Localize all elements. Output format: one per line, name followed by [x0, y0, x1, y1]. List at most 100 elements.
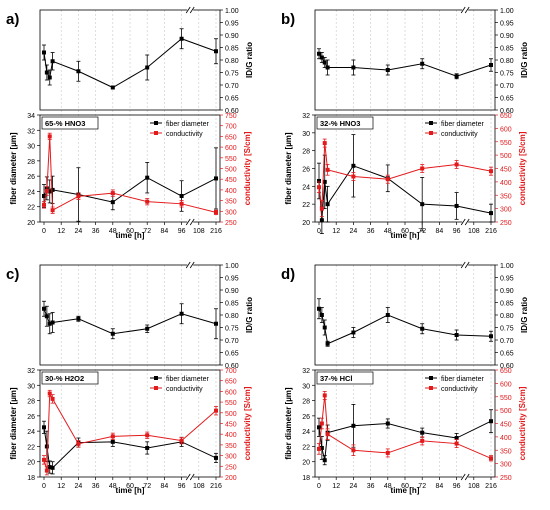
tick-label: 18	[302, 475, 310, 482]
data-point	[325, 202, 330, 207]
tick-label: 28	[27, 159, 35, 166]
tick-label: 750	[225, 113, 237, 120]
data-point	[110, 434, 115, 439]
axis-break	[464, 6, 470, 14]
tick-label: 0	[42, 228, 46, 235]
right-y-axis-label: conductivity [S/cm]	[243, 386, 252, 460]
tick-label: 250	[500, 475, 512, 482]
data-point	[385, 313, 390, 317]
data-point	[214, 408, 218, 413]
data-point	[47, 465, 52, 470]
data-point	[44, 188, 49, 193]
tick-label: 36	[367, 483, 375, 490]
data-point	[110, 331, 115, 336]
axis-break-mask	[187, 219, 194, 225]
data-point	[385, 68, 390, 72]
tick-label: 20	[27, 220, 35, 227]
tick-label: 400	[225, 432, 237, 439]
tick-label: 550	[225, 156, 237, 163]
tick-label: 650	[225, 134, 237, 141]
data-point	[145, 445, 150, 450]
data-point	[50, 187, 55, 192]
tick-label: 30	[302, 131, 310, 138]
tick-label: 0.80	[500, 58, 514, 65]
axis-break-mask	[462, 262, 469, 268]
tick-label: 48	[384, 228, 392, 235]
tick-label: 650	[225, 379, 237, 386]
data-point	[110, 191, 115, 196]
data-point	[351, 423, 356, 428]
tick-label: 96	[453, 483, 461, 490]
tick-label: 24	[302, 429, 310, 436]
tick-label: 350	[225, 443, 237, 450]
tick-label: 600	[225, 389, 237, 396]
condition-label: 32-% HNO3	[320, 119, 360, 128]
chart-panel: b) 0.60 0.65 0.70 0.75 0.80 0.85 0.90 0.95 1.00 ID…	[281, 6, 529, 240]
axis-break	[464, 218, 470, 226]
tick-label: 24	[350, 228, 358, 235]
tick-label: 22	[27, 444, 35, 451]
data-point	[351, 330, 356, 335]
tick-label: 24	[27, 189, 35, 196]
axis-break	[464, 261, 470, 269]
axis-break	[189, 473, 195, 481]
tick-label: 450	[500, 167, 512, 174]
tick-label: 0.75	[500, 71, 514, 78]
tick-label: 400	[225, 188, 237, 195]
tick-label: 36	[92, 483, 100, 490]
data-point	[317, 185, 321, 190]
panel-label: c)	[6, 266, 19, 283]
data-point	[47, 189, 52, 194]
tick-label: 0	[42, 483, 46, 490]
tick-label: 0.65	[500, 351, 514, 358]
data-point	[325, 341, 330, 346]
tick-label: 0.60	[225, 108, 239, 115]
tick-label: 0	[317, 228, 321, 235]
data-point	[319, 206, 324, 211]
axis-break	[185, 261, 191, 269]
data-point	[385, 450, 390, 455]
data-point	[489, 334, 493, 339]
tick-label: 24	[27, 429, 35, 436]
data-point	[420, 438, 425, 443]
tick-label: 20	[302, 220, 310, 227]
left-y-axis-label: fiber diameter [µm]	[284, 132, 293, 205]
data-point	[145, 65, 150, 70]
condition-label-box: 32-% HNO3	[316, 116, 374, 130]
data-point	[420, 202, 425, 207]
data-point	[145, 199, 150, 204]
tick-label: 500	[225, 167, 237, 174]
chart-panel: c) 0.60 0.65 0.70 0.75 0.80 0.85 0.90 0.95 1.00 ID…	[6, 261, 254, 495]
tick-label: 12	[57, 228, 65, 235]
tick-label: 0.65	[225, 351, 239, 358]
tick-label: 250	[225, 464, 237, 471]
tick-label: 72	[143, 228, 151, 235]
tick-label: 450	[225, 177, 237, 184]
data-point	[50, 59, 55, 64]
condition-label-box: 37-% HCl	[316, 371, 374, 385]
tick-label: 24	[75, 228, 83, 235]
tick-label: 1.00	[500, 263, 514, 270]
data-point	[325, 432, 330, 437]
tick-label: 36	[92, 228, 100, 235]
data-point	[319, 218, 324, 223]
data-point	[179, 201, 184, 206]
tick-label: 20	[302, 460, 310, 467]
tick-label: 600	[500, 126, 512, 133]
tick-label: 650	[500, 113, 512, 120]
legend-label: conductivity	[166, 131, 203, 138]
tick-label: 0.60	[225, 363, 239, 370]
legend-marker	[429, 376, 433, 380]
left-y-axis-label: fiber diameter [µm]	[284, 387, 293, 460]
data-point	[322, 458, 327, 463]
tick-label: 28	[302, 149, 310, 156]
tick-label: 96	[178, 483, 186, 490]
tick-label: 400	[500, 435, 512, 442]
data-point	[322, 60, 327, 65]
data-point	[179, 194, 184, 199]
tick-label: 28	[302, 399, 310, 406]
tick-label: 600	[500, 381, 512, 388]
data-point	[76, 69, 81, 74]
tick-label: 0.95	[500, 276, 514, 283]
tick-label: 500	[225, 411, 237, 418]
